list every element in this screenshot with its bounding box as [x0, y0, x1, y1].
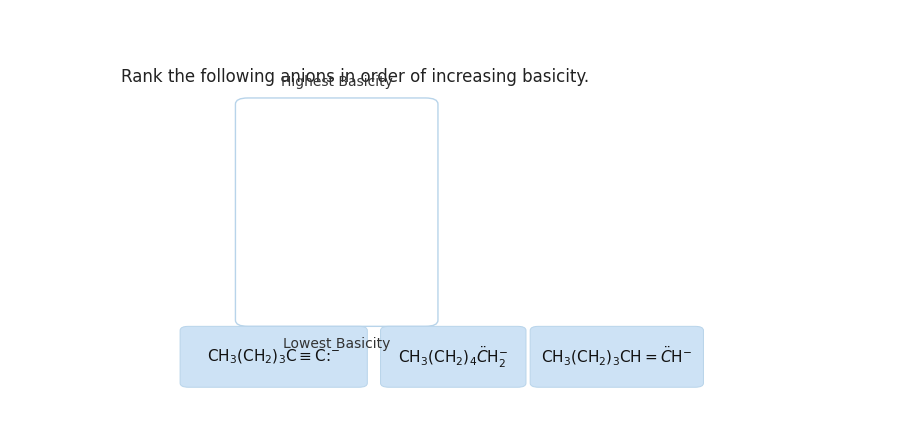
- Text: CH$_3$(CH$_2$)$_3$C$\equiv$C:$^{-}$: CH$_3$(CH$_2$)$_3$C$\equiv$C:$^{-}$: [207, 347, 340, 366]
- FancyBboxPatch shape: [235, 98, 438, 326]
- FancyBboxPatch shape: [180, 326, 367, 387]
- Text: Lowest Basicity: Lowest Basicity: [283, 336, 391, 351]
- Text: Highest Basicity: Highest Basicity: [281, 75, 392, 89]
- FancyBboxPatch shape: [530, 326, 703, 387]
- Text: CH$_3$(CH$_2$)$_3$CH$=\ddot{C}$H$^{-}$: CH$_3$(CH$_2$)$_3$CH$=\ddot{C}$H$^{-}$: [541, 345, 692, 369]
- FancyBboxPatch shape: [381, 326, 526, 387]
- Text: Rank the following anions in order of increasing basicity.: Rank the following anions in order of in…: [120, 69, 589, 86]
- Text: CH$_3$(CH$_2$)$_4\ddot{C}$H$_2^{-}$: CH$_3$(CH$_2$)$_4\ddot{C}$H$_2^{-}$: [398, 344, 508, 370]
